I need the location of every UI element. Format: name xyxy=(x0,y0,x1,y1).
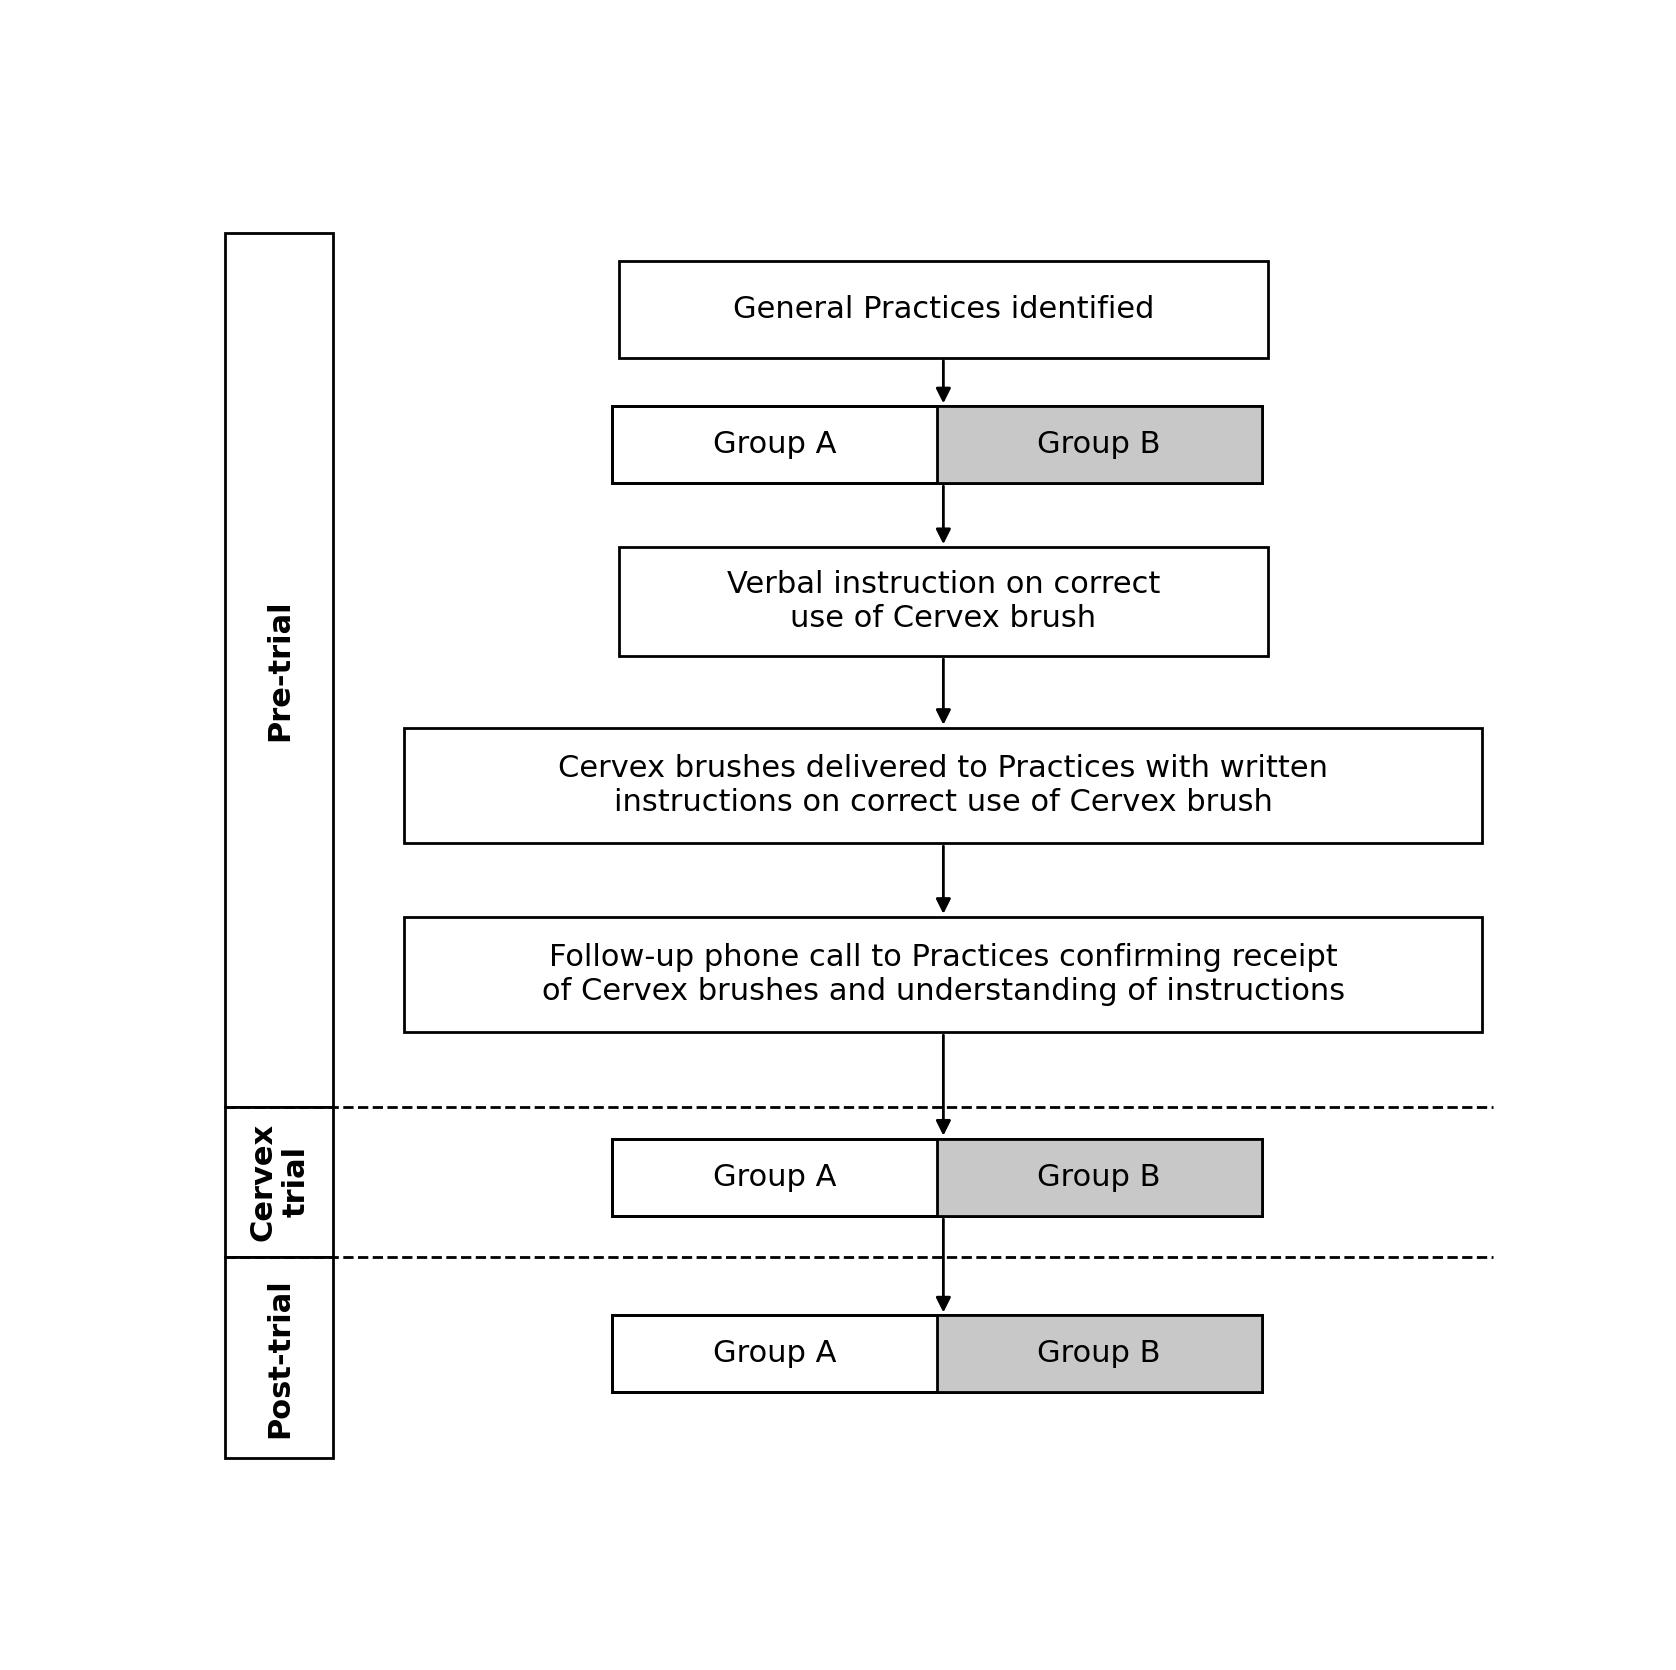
Bar xyxy=(612,406,1262,483)
Text: Group B: Group B xyxy=(1037,1339,1161,1368)
Text: Group A: Group A xyxy=(712,1339,836,1368)
Bar xyxy=(612,1316,1262,1393)
Bar xyxy=(612,1316,1262,1393)
Bar xyxy=(937,406,1262,483)
Text: Verbal instruction on correct
use of Cervex brush: Verbal instruction on correct use of Cer… xyxy=(727,569,1160,633)
Bar xyxy=(937,1139,1262,1216)
Text: Group B: Group B xyxy=(1037,431,1161,459)
Text: Pre-trial: Pre-trial xyxy=(265,600,295,740)
Text: Cervex
trial: Cervex trial xyxy=(248,1122,312,1241)
Bar xyxy=(937,1316,1262,1393)
Bar xyxy=(618,262,1269,357)
Text: Group A: Group A xyxy=(712,431,836,459)
Text: Cervex brushes delivered to Practices with written
instructions on correct use o: Cervex brushes delivered to Practices wi… xyxy=(558,755,1329,817)
Text: Follow-up phone call to Practices confirming receipt
of Cervex brushes and under: Follow-up phone call to Practices confir… xyxy=(541,944,1344,1005)
Bar xyxy=(612,406,1262,483)
Bar xyxy=(225,232,334,1107)
Text: Group A: Group A xyxy=(712,1164,836,1192)
Bar xyxy=(225,1107,334,1258)
Bar xyxy=(618,548,1269,656)
Bar xyxy=(225,1258,334,1458)
Bar xyxy=(404,917,1483,1032)
Text: General Practices identified: General Practices identified xyxy=(732,296,1155,324)
Text: Post-trial: Post-trial xyxy=(265,1278,295,1438)
Text: Group B: Group B xyxy=(1037,1164,1161,1192)
Bar xyxy=(612,1139,1262,1216)
Bar xyxy=(612,1139,1262,1216)
Bar xyxy=(404,728,1483,843)
